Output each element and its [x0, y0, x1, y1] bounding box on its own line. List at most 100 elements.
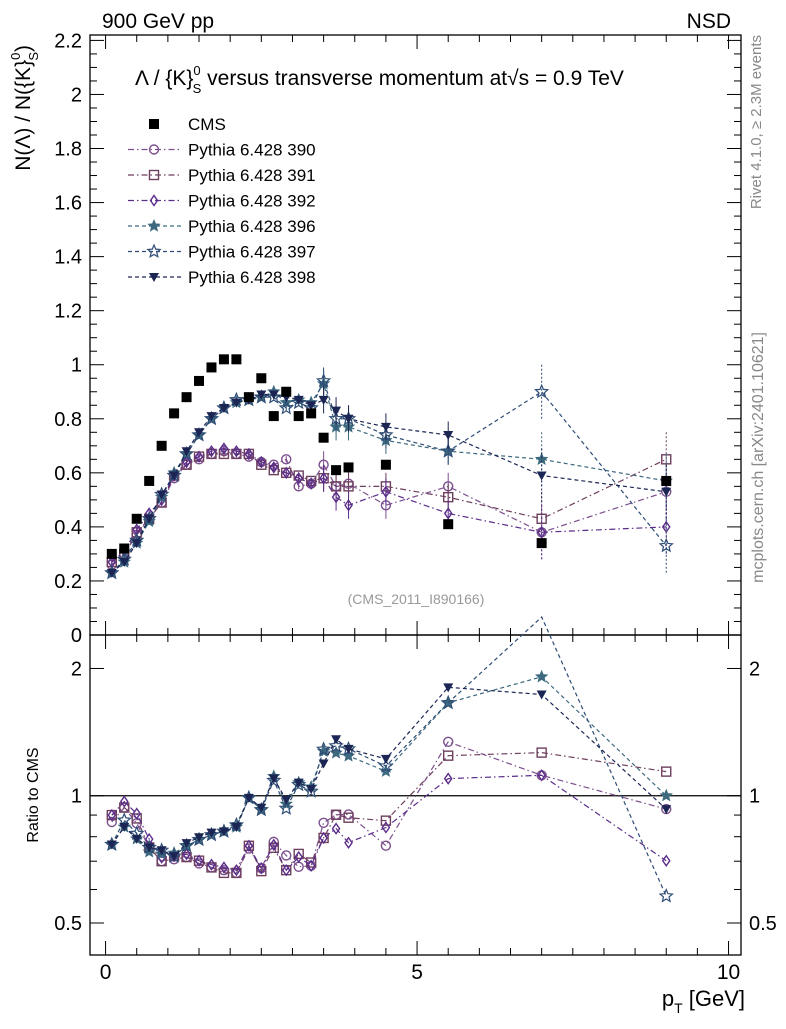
ratio-point — [182, 847, 191, 861]
y-tick-label-main: 2 — [71, 84, 82, 106]
reference-point — [194, 375, 205, 386]
series-point — [194, 428, 205, 438]
ratio-point — [293, 778, 304, 788]
series-point — [658, 537, 674, 553]
ratio-point — [536, 690, 547, 700]
ratio-point — [156, 846, 167, 856]
ratio-point — [268, 774, 279, 784]
x-tick-label: 10 — [717, 961, 740, 984]
plot-frames — [89, 34, 742, 956]
series-point — [661, 487, 672, 497]
ratio-point — [658, 888, 674, 903]
ratio-point — [206, 862, 217, 873]
header-right: NSD — [687, 10, 731, 33]
y-tick-label-main: 1.2 — [54, 301, 82, 323]
ratio-point — [281, 850, 292, 861]
reference-point — [443, 519, 454, 530]
ratio-point — [318, 817, 329, 828]
ratio-point — [661, 766, 672, 777]
series-point — [293, 395, 304, 405]
y-axis-label-ratio: Ratio to CMS — [25, 747, 42, 842]
series-point — [169, 471, 180, 481]
ratio-point — [178, 837, 195, 853]
series-point — [156, 490, 167, 500]
ratio-point — [303, 783, 319, 798]
ratio-point — [144, 843, 155, 853]
series-point — [443, 507, 453, 520]
ratio-point — [256, 862, 266, 875]
reference-point — [181, 392, 192, 403]
y-tick-label-main: 0 — [71, 625, 82, 647]
series-point — [344, 499, 353, 512]
legend-item-0: Pythia 6.428 390 — [128, 141, 316, 160]
ratio-point — [293, 861, 304, 873]
ratio-point — [131, 813, 142, 824]
series-point — [256, 455, 266, 469]
ratio-point — [106, 816, 118, 828]
legend-marker — [146, 243, 162, 259]
ratio-point — [181, 839, 192, 849]
y-tick-label-main: 0.8 — [54, 409, 82, 431]
chart-title: Λ / {K}0 S versus transverse momentum at√… — [135, 63, 624, 96]
mcplots-label: mcplots.cern.ch [arXiv:2401.10621] — [750, 332, 767, 583]
ratio-point — [379, 764, 393, 777]
ratio-point — [659, 788, 673, 802]
y-tick-label-main: 0.2 — [54, 571, 82, 593]
ratio-point — [380, 815, 392, 826]
series-point — [106, 568, 117, 578]
ratio-tick-label-right: 0.5 — [749, 913, 777, 935]
ratio-point — [306, 785, 317, 795]
ratio-point — [443, 736, 454, 747]
series-point — [331, 406, 342, 416]
ratio-point — [107, 808, 117, 822]
series-line — [111, 382, 667, 574]
ratio-point — [119, 802, 130, 813]
ratio-point — [169, 852, 180, 862]
series-point — [244, 447, 254, 461]
reference-point — [119, 543, 130, 554]
ratio-point — [256, 803, 267, 813]
legend-marker — [148, 169, 160, 181]
ratio-point — [536, 747, 547, 758]
series-point — [194, 450, 204, 463]
series-point — [306, 477, 316, 490]
ratio-point — [378, 758, 394, 773]
y-tick-label-main: 1.4 — [54, 247, 82, 269]
ratio-point — [232, 863, 241, 877]
ratio-point — [131, 834, 142, 844]
reference-point — [156, 440, 167, 451]
ratio-point — [269, 838, 279, 852]
series-point — [293, 481, 304, 492]
ratio-point — [306, 859, 316, 872]
series-point — [144, 514, 155, 524]
axis-tick-labels: 0 5 10 0 0.2 0.4 0.6 0.8 1 1.2 1.4 1.6 1.8 2 2.2 0.5 0.5… — [54, 30, 777, 984]
ratio-point — [330, 809, 342, 820]
series-point — [443, 431, 454, 440]
ratio-point — [194, 833, 205, 843]
ratio-point — [343, 812, 354, 823]
y-tick-label-main: 1 — [71, 355, 82, 377]
legend-marker — [149, 119, 159, 129]
ratio-point — [119, 795, 129, 808]
ratio-point — [319, 831, 328, 845]
ratio-point — [194, 854, 204, 867]
series-point — [207, 444, 216, 458]
reference-point — [268, 411, 279, 422]
ratio-panel-frame — [89, 634, 742, 956]
reference-point — [536, 538, 547, 549]
ratio-point — [281, 795, 292, 805]
legend-label: Pythia 6.428 397 — [188, 243, 316, 262]
ratio-line — [111, 741, 667, 874]
legend-marker — [148, 144, 160, 155]
series-point — [206, 412, 217, 422]
ratio-point — [253, 801, 269, 817]
series-point — [119, 558, 130, 568]
analysis-watermark: (CMS_2011_I890166) — [348, 591, 485, 607]
axis-ticks — [90, 35, 741, 955]
ratio-point — [443, 750, 454, 761]
series-point — [318, 395, 329, 405]
ratio-point — [219, 861, 229, 874]
ratio-point — [381, 821, 391, 834]
ratio-point — [443, 772, 453, 785]
